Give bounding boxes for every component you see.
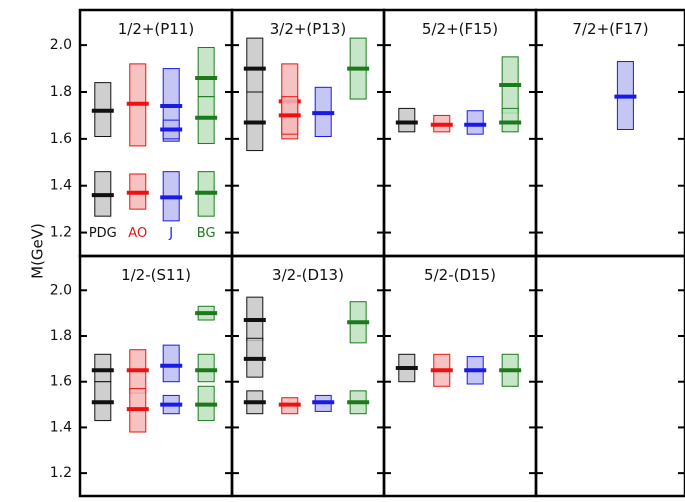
y-tick-label: 1.8 xyxy=(50,328,72,344)
y-tick-label: 1.6 xyxy=(50,131,72,147)
legend-label-pdg: PDG xyxy=(89,226,117,241)
uncertainty-box-pdg xyxy=(94,353,112,383)
panel-frame xyxy=(382,8,538,258)
uncertainty-box-bg xyxy=(501,107,519,133)
y-tick-label: 2.0 xyxy=(50,282,72,298)
panel-frame xyxy=(534,254,685,498)
uncertainty-box-pdg xyxy=(246,37,264,93)
uncertainty-box-bg xyxy=(197,46,215,98)
legend-label-bg: BG xyxy=(197,226,216,241)
panel-6: 3/2-(D13) xyxy=(230,254,386,498)
panel-1: 1.2 1.4 1.6 1.8 2.0 1/2+(P11) PDG AO J BG xyxy=(50,8,234,258)
y-axis-label: M(GeV) xyxy=(29,223,47,279)
y-tick-label: 1.4 xyxy=(50,178,72,194)
uncertainty-box-bg xyxy=(197,96,215,145)
panel-title: 3/2+(P13) xyxy=(270,20,347,38)
y-tick-label: 1.2 xyxy=(50,465,72,481)
panel-2: 3/2+(P13) xyxy=(230,8,386,258)
uncertainty-box-j xyxy=(162,344,180,383)
y-tick-label: 1.6 xyxy=(50,374,72,390)
uncertainty-box-bg xyxy=(197,353,215,383)
panel-5: 1.2 1.4 1.6 1.8 2.0 1/2-(S11) xyxy=(50,254,234,498)
panel-8 xyxy=(534,254,685,498)
panel-frame xyxy=(534,8,685,258)
panel-title: 1/2+(P11) xyxy=(118,20,195,38)
legend-label-j: J xyxy=(168,226,173,241)
panel-title: 5/2-(D15) xyxy=(424,266,496,284)
y-tick-label: 2.0 xyxy=(50,37,72,53)
panel-title: 3/2-(D13) xyxy=(272,266,344,284)
panel-4: 7/2+(F17) xyxy=(534,8,685,258)
legend-label-ao: AO xyxy=(128,226,147,241)
panel-7: 5/2-(D15) xyxy=(382,254,538,498)
y-tick-label: 1.2 xyxy=(50,225,72,241)
panel-title: 7/2+(F17) xyxy=(572,20,648,38)
panel-title: 5/2+(F15) xyxy=(422,20,498,38)
panel-3: 5/2+(F15) xyxy=(382,8,538,258)
y-tick-label: 1.4 xyxy=(50,419,72,435)
uncertainty-box-j xyxy=(466,110,484,135)
y-tick-label: 1.8 xyxy=(50,84,72,100)
panels-layer: 1.2 1.4 1.6 1.8 2.0 1/2+(P11) PDG AO J BG 3/2+(P13… xyxy=(50,8,685,498)
uncertainty-box-pdg xyxy=(398,107,416,133)
panel-title: 1/2-(S11) xyxy=(121,266,191,284)
